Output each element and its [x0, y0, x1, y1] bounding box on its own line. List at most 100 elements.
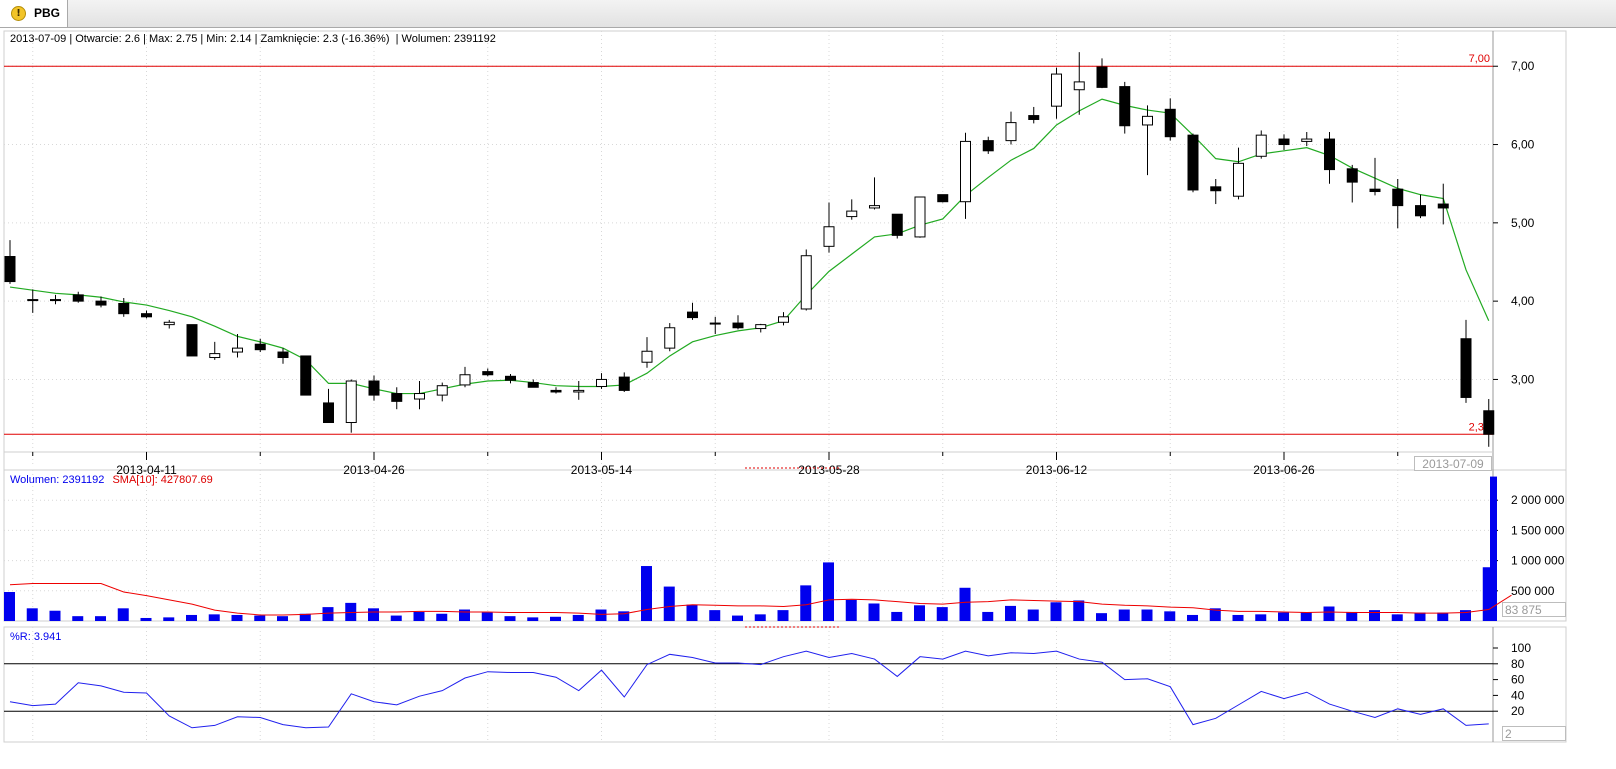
candle-bearish [618, 376, 630, 391]
candle-bullish [1233, 162, 1244, 197]
candle-bearish [687, 311, 698, 319]
candle-bearish [95, 300, 107, 306]
volume-bar [550, 616, 561, 621]
volume-bar [1460, 610, 1471, 621]
candle-bearish [1483, 410, 1495, 435]
candle-bearish [391, 393, 403, 402]
volume-bar [1141, 609, 1153, 621]
candle-bearish [527, 382, 539, 388]
candle-bearish [937, 194, 949, 203]
williams-r-cursor-label: 2 [1502, 726, 1566, 741]
volume-bar [641, 566, 652, 621]
candle-bullish [1073, 81, 1085, 91]
volume-bar [709, 610, 721, 621]
volume-sma-line [9, 583, 1512, 616]
date-axis-label: 2013-04-11 [116, 463, 177, 477]
price-panel-frame [3, 30, 1567, 474]
williams-r-panel-frame [3, 626, 1567, 743]
candle-bearish [1210, 186, 1222, 192]
candle-bullish [823, 226, 835, 247]
candle-bearish [891, 213, 903, 236]
volume-bar [1232, 614, 1244, 621]
volume-bar [368, 608, 379, 621]
volume-bar [1118, 609, 1130, 621]
candle-bearish [141, 313, 152, 318]
volume-bar [732, 615, 743, 621]
volume-bar [1073, 600, 1085, 621]
date-axis-label: 2013-06-12 [1026, 463, 1088, 477]
candle-bearish [72, 294, 84, 302]
candle-bullish [778, 316, 789, 323]
candle-bullish [846, 210, 858, 218]
volume-bar [1005, 605, 1016, 621]
candle-bearish [50, 299, 61, 302]
volume-axis-label: 2 000 000 [1511, 493, 1565, 507]
candle-bearish [323, 402, 334, 424]
tab-pbg[interactable]: ! PBG [0, 0, 68, 27]
volume-bar [1027, 609, 1039, 621]
volume-bar [208, 614, 220, 621]
candle-bullish [436, 385, 448, 396]
volume-bar [800, 585, 812, 621]
volume-bar [686, 604, 698, 621]
volume-bar [413, 611, 425, 621]
candle-bullish [573, 389, 585, 393]
volume-legend: Wolumen: 2391192 SMA[10]: 427807.69 [10, 474, 213, 486]
volume-bar [140, 617, 152, 621]
candle-bearish [4, 256, 16, 283]
volume-bar [572, 614, 584, 621]
candle-bearish [1437, 203, 1449, 209]
volume-bar [49, 610, 61, 621]
candle-bearish [1415, 205, 1426, 217]
wr-axis-label: 100 [1511, 641, 1531, 655]
price-axis-label: 5,00 [1511, 216, 1535, 230]
volume-bar [663, 586, 675, 621]
volume-bar [1209, 608, 1221, 621]
volume-bar [299, 613, 311, 621]
volume-bar [459, 609, 470, 621]
volume-bar [777, 610, 789, 621]
candle-bullish [1005, 122, 1017, 142]
williams-r-legend: %R: 3.941 [10, 631, 62, 643]
volume-bar [1164, 611, 1176, 621]
candle-bullish [414, 393, 425, 400]
candle-bearish [1346, 168, 1358, 183]
candle-bullish [709, 322, 721, 325]
williams-r-line [9, 650, 1489, 729]
candle-bearish [277, 351, 289, 359]
date-axis-label: 2013-05-28 [798, 463, 860, 477]
volume-bar [1278, 612, 1289, 621]
price-level-label: 7,00 [1469, 53, 1490, 65]
candle-bearish [1324, 138, 1335, 171]
volume-bar [72, 616, 84, 621]
candle-bearish [732, 322, 744, 329]
candle-bullish [755, 324, 767, 330]
volume-bar [1187, 614, 1198, 621]
candle-bearish [1096, 66, 1108, 88]
candle-bullish [914, 196, 926, 238]
volume-bar [390, 615, 402, 621]
volume-bar [1096, 613, 1107, 621]
volume-bar [163, 617, 175, 621]
volume-bar [982, 611, 994, 621]
volume-bar [914, 605, 925, 621]
candle-bullish [27, 299, 39, 302]
wr-axis-label: 20 [1511, 704, 1525, 718]
volume-bar [1050, 602, 1062, 621]
volume-bar [117, 608, 129, 621]
warning-icon: ! [11, 6, 26, 21]
candle-bearish [118, 302, 130, 315]
volume-bar [504, 616, 516, 621]
volume-axis-label: 500 000 [1511, 584, 1555, 598]
volume-bar [1437, 612, 1449, 621]
date-axis-label: 2013-05-14 [571, 463, 633, 477]
candle-bearish [1460, 338, 1472, 398]
volume-bar [845, 599, 857, 621]
volume-bar [595, 609, 607, 621]
volume-axis-label: 1 000 000 [1511, 554, 1565, 568]
volume-bar [823, 562, 834, 621]
volume-bar [1414, 612, 1426, 621]
candle-bullish [232, 347, 243, 353]
candle-bearish [550, 389, 562, 393]
